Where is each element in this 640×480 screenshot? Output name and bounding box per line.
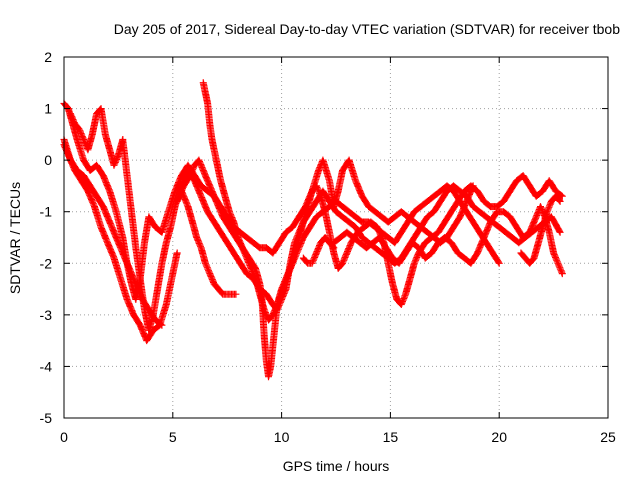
x-tick-label: 15 [383,429,399,445]
y-axis-label: SDTVAR / TECUs [7,182,23,294]
y-tick-label: 0 [44,152,52,168]
plot-frame [63,56,609,419]
data-point-markers [60,99,477,303]
series-satellite-track-10 [299,234,338,267]
y-tick-label: -3 [40,307,53,323]
y-tick-label: -2 [40,255,53,271]
y-tick-label: -1 [40,204,53,220]
x-axis-label: GPS time / hours [283,458,390,474]
x-tick-label: 5 [169,429,177,445]
series-satellite-track-8 [330,203,566,278]
data-point-markers [173,156,566,381]
data-point-markers [299,234,338,267]
y-tick-labels: 2 1 0 -1 -2 -3 -4 -5 [40,49,53,426]
x-tick-label: 10 [274,429,290,445]
y-tick-label: -4 [40,358,53,374]
data-point-markers [517,192,564,267]
y-tick-label: -5 [40,410,53,426]
series-satellite-track-2 [60,99,477,303]
x-tick-labels: 0 5 10 15 20 25 [60,429,616,445]
chart-title: Day 205 of 2017, Sidereal Day-to-day VTE… [114,21,621,37]
x-tick-label: 25 [600,429,616,445]
axis-ticks [63,56,609,419]
data-point-markers [330,203,566,278]
data-markers [60,79,566,381]
x-tick-label: 20 [491,429,507,445]
y-tick-label: 2 [44,49,52,65]
y-tick-label: 1 [44,101,52,117]
series-satellite-track-9 [517,192,564,267]
series-satellite-track-7 [173,156,566,381]
x-tick-label: 0 [60,429,68,445]
